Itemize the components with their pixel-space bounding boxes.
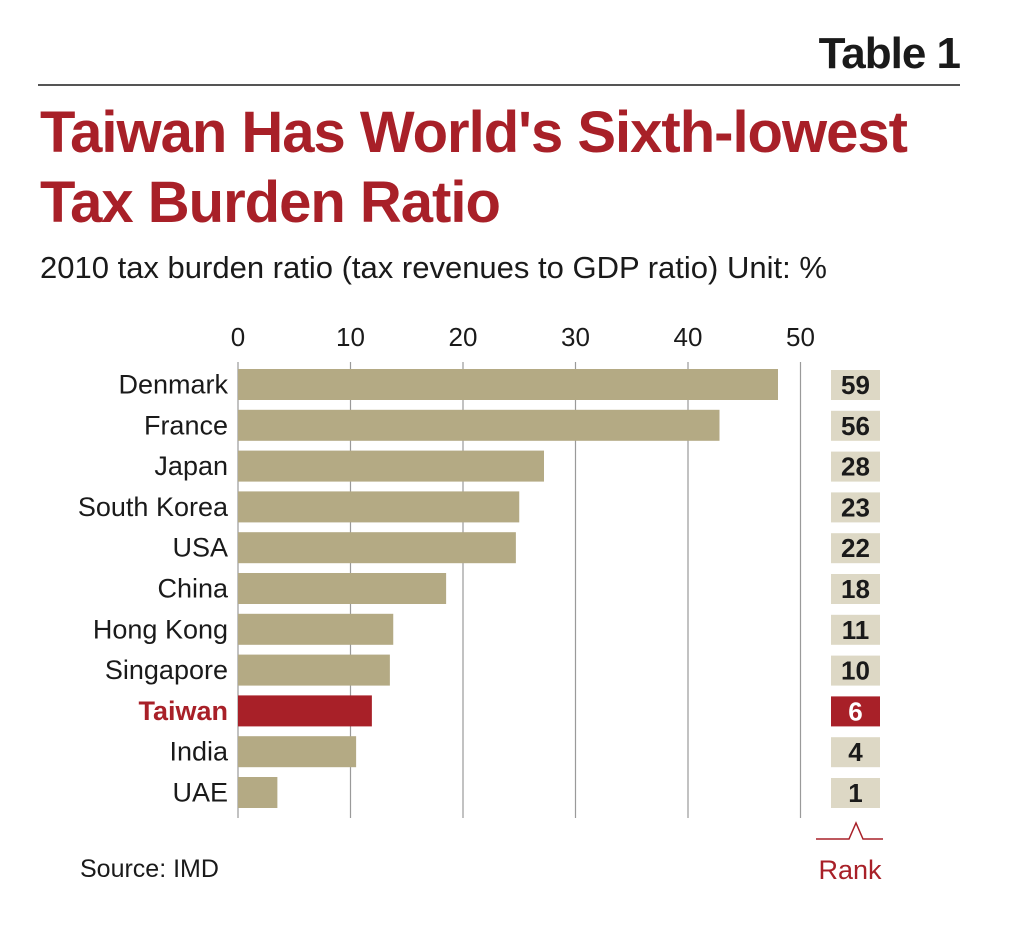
category-label-hong-kong: Hong Kong <box>93 614 228 644</box>
bar-south-korea <box>238 491 520 523</box>
rank-box-singapore <box>831 655 880 686</box>
rank-value-usa: 22 <box>841 533 870 563</box>
rank-value-uae: 1 <box>848 778 862 808</box>
rank-box-japan <box>831 451 880 482</box>
rank-value-india: 4 <box>848 737 863 767</box>
bar-taiwan <box>238 695 372 727</box>
rank-box-usa <box>831 533 880 564</box>
rank-value-japan: 28 <box>841 452 870 482</box>
title-line-1: Taiwan Has World's Sixth-lowest <box>40 100 908 165</box>
x-tick-label-40: 40 <box>674 322 703 352</box>
rank-value-china: 18 <box>841 574 870 604</box>
rank-value-taiwan: 6 <box>848 696 862 726</box>
category-label-singapore: Singapore <box>105 655 228 685</box>
chart-subtitle: 2010 tax burden ratio (tax revenues to G… <box>40 250 827 285</box>
rank-box-denmark <box>831 370 880 400</box>
x-tick-label-10: 10 <box>336 322 365 352</box>
category-label-uae: UAE <box>172 778 228 808</box>
page-title: Taiwan Has World's Sixth-lowest Tax Burd… <box>40 98 990 238</box>
bar-uae <box>238 777 278 808</box>
rank-value-singapore: 10 <box>841 656 870 686</box>
bar-hong-kong <box>238 613 394 645</box>
rank-bracket <box>816 821 883 840</box>
category-label-denmark: Denmark <box>118 370 228 400</box>
category-label-taiwan: Taiwan <box>138 696 228 726</box>
rank-box-france <box>831 410 880 441</box>
bar-usa <box>238 532 516 564</box>
rank-box-south-korea <box>831 492 880 523</box>
rank-value-hong-kong: 11 <box>842 615 870 645</box>
source-note: Source: IMD <box>80 855 219 883</box>
bar-china <box>238 573 447 604</box>
x-tick-label-0: 0 <box>231 322 245 352</box>
category-label-china: China <box>157 574 229 604</box>
rank-label: Rank <box>818 855 882 885</box>
rank-value-denmark: 59 <box>841 370 870 400</box>
title-line-2: Tax Burden Ratio <box>40 170 501 235</box>
bar-denmark <box>238 369 778 400</box>
rank-box-taiwan <box>831 696 880 727</box>
rank-box-india <box>831 737 880 768</box>
bar-singapore <box>238 654 390 686</box>
x-tick-label-20: 20 <box>449 322 478 352</box>
category-label-france: France <box>144 410 228 440</box>
category-label-japan: Japan <box>154 451 228 481</box>
top-rule <box>38 84 960 86</box>
x-tick-label-30: 30 <box>561 322 590 352</box>
category-label-usa: USA <box>172 533 228 563</box>
rank-box-china <box>831 574 880 604</box>
category-label-south-korea: South Korea <box>78 492 229 522</box>
table-label: Table 1 <box>818 29 961 78</box>
rank-value-south-korea: 23 <box>841 492 870 522</box>
rank-box-hong-kong <box>831 614 880 645</box>
rank-box-uae <box>831 778 880 808</box>
bar-japan <box>238 450 544 482</box>
bar-india <box>238 736 357 768</box>
x-tick-label-50: 50 <box>786 322 815 352</box>
rank-value-france: 56 <box>841 411 870 441</box>
category-label-india: India <box>169 737 229 767</box>
bar-france <box>238 409 720 441</box>
